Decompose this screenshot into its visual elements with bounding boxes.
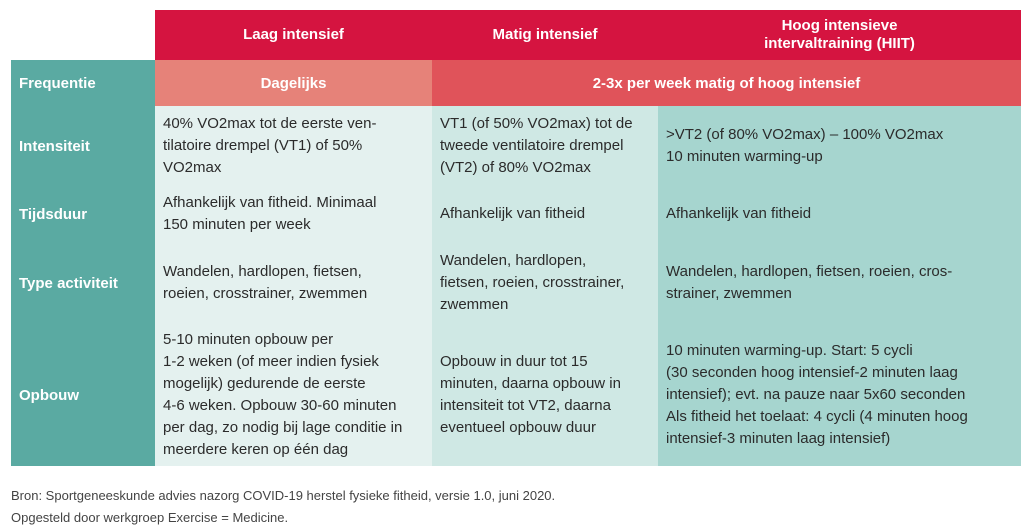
tijdsduur-hoog-text: Afhankelijk van fitheid: [666, 205, 812, 222]
type-activiteit-matig-text: Wandelen, hardlopen, fietsen, roeien, cr…: [440, 252, 625, 313]
type-activiteit-matig-cell: Wandelen, hardlopen, fietsen, roeien, cr…: [432, 242, 658, 324]
frequentie-col23-text: 2-3x per week matig of hoog intensief: [592, 74, 861, 92]
opbouw-hoog-cell: 10 minuten warming-up. Start: 5 cycli (3…: [658, 324, 1021, 466]
type-activiteit-hoog-text: Wandelen, hardlopen, fietsen, roeien, cr…: [666, 263, 953, 302]
intensiteit-hoog-cell: >VT2 (of 80% VO2max) – 100% VO2max 10 mi…: [658, 106, 1021, 186]
tijdsduur-label: Tijdsduur: [19, 205, 88, 223]
row-label-frequentie: Frequentie: [11, 60, 155, 106]
opbouw-matig-text: Opbouw in duur tot 15 minuten, daarna op…: [440, 353, 621, 436]
row-label-opbouw: Opbouw: [11, 324, 155, 466]
tijdsduur-laag-cell: Afhankelijk van fitheid. Minimaal 150 mi…: [155, 186, 432, 242]
header-laag-intensief: Laag intensief: [155, 10, 432, 60]
tijdsduur-matig-cell: Afhankelijk van fitheid: [432, 186, 658, 242]
header-col3-label: Hoog intensieve intervaltraining (HIIT): [764, 17, 915, 52]
row-label-tijdsduur: Tijdsduur: [11, 186, 155, 242]
row-label-intensiteit: Intensiteit: [11, 106, 155, 186]
intensiteit-label: Intensiteit: [19, 137, 90, 155]
row-label-type-activiteit: Type activiteit: [11, 242, 155, 324]
header-matig-intensief: Matig intensief: [432, 10, 658, 60]
opbouw-laag-cell: 5-10 minuten opbouw per 1-2 weken (of me…: [155, 324, 432, 466]
tijdsduur-matig-text: Afhankelijk van fitheid: [440, 205, 586, 222]
opbouw-hoog-text: 10 minuten warming-up. Start: 5 cycli (3…: [666, 342, 968, 447]
footnote-source: Bron: Sportgeneeskunde advies nazorg COV…: [11, 488, 556, 503]
intensiteit-laag-text: 40% VO2max tot de eerste ven- tilatoire …: [163, 115, 377, 176]
intensiteit-matig-text: VT1 (of 50% VO2max) tot de tweede ventil…: [440, 115, 633, 176]
tijdsduur-laag-text: Afhankelijk van fitheid. Minimaal 150 mi…: [163, 194, 377, 233]
type-activiteit-laag-text: Wandelen, hardlopen, fietsen, roeien, cr…: [163, 263, 368, 302]
header-col2-label: Matig intensief: [492, 26, 598, 43]
type-activiteit-hoog-cell: Wandelen, hardlopen, fietsen, roeien, cr…: [658, 242, 1021, 324]
footnote-author: Opgesteld door werkgroep Exercise = Medi…: [11, 510, 289, 525]
header-col1-label: Laag intensief: [243, 26, 344, 43]
frequentie-col1-text: Dagelijks: [260, 74, 327, 92]
frequentie-per-week: 2-3x per week matig of hoog intensief: [432, 60, 1021, 106]
opbouw-label: Opbouw: [19, 386, 79, 404]
frequentie-label: Frequentie: [19, 74, 96, 92]
header-hoog-intensief: Hoog intensieve intervaltraining (HIIT): [658, 10, 1021, 60]
intensiteit-matig-cell: VT1 (of 50% VO2max) tot de tweede ventil…: [432, 106, 658, 186]
type-activiteit-label: Type activiteit: [19, 274, 118, 292]
frequentie-dagelijks: Dagelijks: [155, 60, 432, 106]
intensiteit-laag-cell: 40% VO2max tot de eerste ven- tilatoire …: [155, 106, 432, 186]
opbouw-laag-text: 5-10 minuten opbouw per 1-2 weken (of me…: [163, 331, 403, 458]
tijdsduur-hoog-cell: Afhankelijk van fitheid: [658, 186, 1021, 242]
type-activiteit-laag-cell: Wandelen, hardlopen, fietsen, roeien, cr…: [155, 242, 432, 324]
intensiteit-hoog-text: >VT2 (of 80% VO2max) – 100% VO2max 10 mi…: [666, 126, 944, 165]
opbouw-matig-cell: Opbouw in duur tot 15 minuten, daarna op…: [432, 324, 658, 466]
